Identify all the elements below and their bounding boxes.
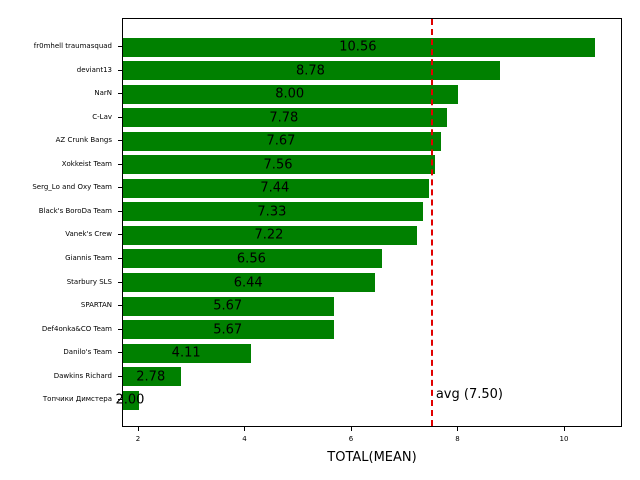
y-tick — [118, 69, 122, 71]
category-label: Топчики Димстера — [42, 395, 112, 404]
bar — [123, 131, 441, 151]
bar-value-label: 7.33 — [257, 204, 287, 220]
x-tick — [137, 427, 139, 431]
bar-value-label: 10.56 — [339, 39, 377, 55]
bar-value-label: 6.44 — [233, 275, 263, 290]
y-tick — [118, 116, 122, 118]
plot-area: avg (7.50) — [122, 18, 622, 427]
category-label: Giannis Team — [65, 253, 112, 262]
bar — [123, 249, 382, 269]
y-tick — [118, 140, 122, 142]
category-label: Dawkins Richard — [53, 371, 112, 380]
x-tick-label: 6 — [348, 435, 354, 443]
y-tick — [118, 234, 122, 236]
category-label: Def4onka&CO Team — [41, 324, 112, 333]
y-tick — [118, 46, 122, 47]
y-tick — [118, 281, 122, 283]
category-label: SPARTAN — [80, 301, 112, 310]
x-tick-label: 8 — [455, 435, 460, 443]
average-reference-line — [430, 19, 433, 426]
x-tick-label: 4 — [242, 435, 247, 443]
bar-value-label: 4.11 — [171, 345, 201, 361]
y-tick — [118, 399, 122, 401]
bar — [123, 343, 252, 363]
y-tick — [118, 352, 122, 354]
category-label: deviant13 — [76, 65, 112, 74]
bar — [123, 178, 429, 198]
bar-value-label: 8.78 — [296, 63, 325, 79]
x-tick — [563, 427, 565, 431]
category-label: fr0mhell traumasquad — [33, 42, 112, 50]
category-label: Vanek's Crew — [65, 230, 112, 239]
y-tick — [118, 305, 122, 307]
bar-value-label: 5.67 — [213, 322, 243, 338]
bar — [123, 155, 436, 175]
bar — [123, 296, 335, 316]
category-label: Starbury SLS — [66, 277, 112, 286]
bar — [123, 202, 423, 222]
y-tick — [118, 257, 122, 259]
x-axis-title: TOTAL(MEAN) — [327, 450, 417, 465]
bar-value-label: 2.00 — [115, 392, 145, 408]
category-label: C-Lav — [92, 112, 112, 121]
category-label: Black's BoroDa Team — [38, 206, 112, 215]
bar — [123, 320, 335, 340]
bar-value-label: 8.00 — [275, 86, 305, 102]
y-tick — [118, 375, 122, 377]
bar — [123, 225, 417, 245]
x-tick — [244, 427, 246, 431]
y-tick — [118, 163, 122, 165]
x-tick-label: 2 — [135, 435, 141, 443]
x-tick — [457, 427, 459, 431]
bar — [123, 37, 595, 57]
x-tick — [350, 427, 352, 431]
bar-value-label: 7.22 — [254, 227, 284, 243]
bar — [123, 273, 376, 292]
bar — [123, 61, 500, 81]
y-tick — [118, 210, 122, 212]
y-tick — [118, 93, 122, 95]
category-label: Serg_Lo and Oxy Team — [32, 183, 112, 192]
category-label: Xokkeist Team — [61, 159, 112, 168]
bar — [123, 367, 181, 387]
bar — [123, 108, 447, 128]
category-label: NarN — [94, 89, 112, 98]
bar — [123, 84, 459, 104]
bar-value-label: 7.44 — [260, 180, 290, 196]
bar-value-label: 7.78 — [269, 110, 299, 126]
bar-value-label: 7.67 — [266, 133, 296, 149]
x-tick-label: 10 — [559, 435, 569, 443]
average-label: avg (7.50) — [435, 387, 503, 402]
y-tick — [118, 187, 122, 189]
bar-value-label: 5.67 — [213, 298, 243, 314]
category-label: Danilo's Team — [63, 348, 112, 357]
bar-value-label: 6.56 — [236, 251, 266, 267]
bar-value-label: 7.56 — [263, 157, 293, 173]
bar — [123, 390, 139, 410]
category-label: AZ Crunk Bangs — [55, 136, 112, 145]
bar-value-label: 2.78 — [136, 369, 166, 385]
y-tick — [118, 328, 122, 330]
